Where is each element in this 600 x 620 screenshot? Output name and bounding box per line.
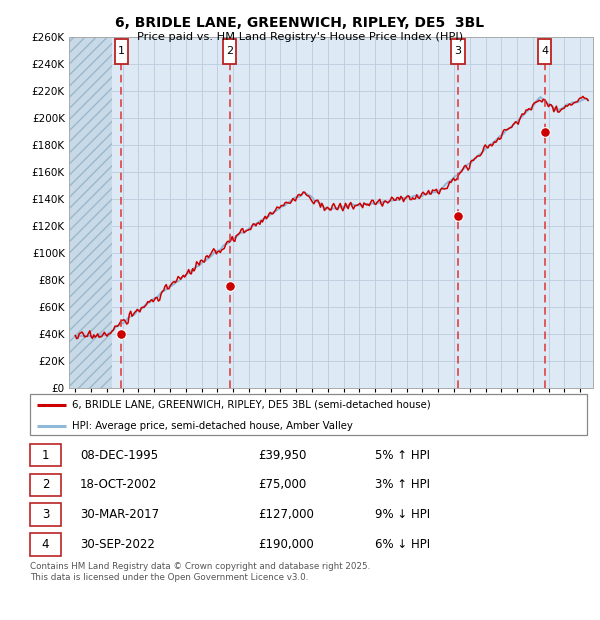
FancyBboxPatch shape [115,38,128,64]
Text: 4: 4 [541,46,548,56]
FancyBboxPatch shape [538,38,551,64]
Text: 9% ↓ HPI: 9% ↓ HPI [375,508,430,521]
FancyBboxPatch shape [451,38,464,64]
Text: Contains HM Land Registry data © Crown copyright and database right 2025.
This d: Contains HM Land Registry data © Crown c… [30,562,370,582]
Text: 1: 1 [118,46,125,56]
Text: 3% ↑ HPI: 3% ↑ HPI [375,479,430,491]
Text: 30-MAR-2017: 30-MAR-2017 [80,508,159,521]
FancyBboxPatch shape [30,503,61,526]
Text: 18-OCT-2002: 18-OCT-2002 [80,479,157,491]
FancyBboxPatch shape [30,533,61,556]
FancyBboxPatch shape [30,394,587,435]
Text: 2: 2 [42,479,49,491]
FancyBboxPatch shape [223,38,236,64]
Text: 30-SEP-2022: 30-SEP-2022 [80,538,155,551]
Text: £190,000: £190,000 [258,538,314,551]
Text: 2: 2 [226,46,233,56]
Text: 6, BRIDLE LANE, GREENWICH, RIPLEY, DE5  3BL: 6, BRIDLE LANE, GREENWICH, RIPLEY, DE5 3… [115,16,485,30]
Text: 3: 3 [42,508,49,521]
Text: £127,000: £127,000 [258,508,314,521]
Text: Price paid vs. HM Land Registry's House Price Index (HPI): Price paid vs. HM Land Registry's House … [137,32,463,42]
FancyBboxPatch shape [30,474,61,496]
Text: 6% ↓ HPI: 6% ↓ HPI [375,538,430,551]
Text: 08-DEC-1995: 08-DEC-1995 [80,449,158,461]
FancyBboxPatch shape [30,444,61,466]
Text: £39,950: £39,950 [258,449,307,461]
Text: 4: 4 [42,538,49,551]
Text: 5% ↑ HPI: 5% ↑ HPI [375,449,430,461]
Text: 6, BRIDLE LANE, GREENWICH, RIPLEY, DE5 3BL (semi-detached house): 6, BRIDLE LANE, GREENWICH, RIPLEY, DE5 3… [72,400,431,410]
Bar [69,37,112,387]
Text: 3: 3 [454,46,461,56]
Text: HPI: Average price, semi-detached house, Amber Valley: HPI: Average price, semi-detached house,… [72,421,353,432]
Text: £75,000: £75,000 [258,479,307,491]
Text: 1: 1 [42,449,49,461]
